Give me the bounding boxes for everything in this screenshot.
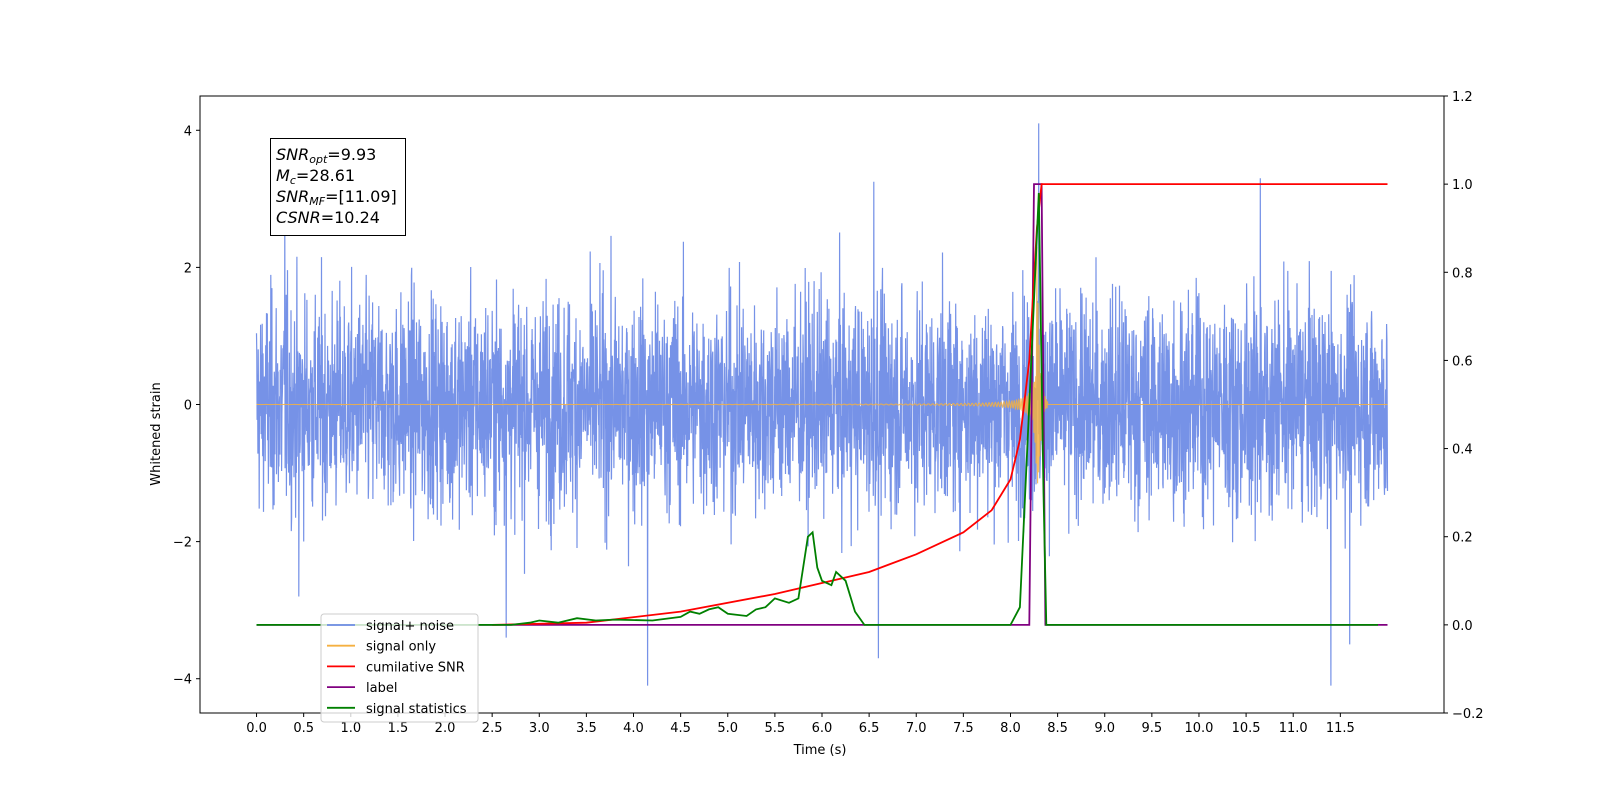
y2-tick-label: 0.4 xyxy=(1452,443,1473,458)
legend-label: signal+ noise xyxy=(366,619,454,634)
y-tick-label: 2 xyxy=(184,261,192,276)
metrics-annotation-box: SNRopt=9.93 Mc=28.61 SNRMF=[11.09] CSNR=… xyxy=(270,138,406,236)
y-tick-label: −2 xyxy=(173,536,192,551)
x-axis-ticks: 0.0 0.5 1.0 1.5 2.0 2.5 3.0 3.5 4.0 4.5 5.0 5.5 6.0 6… xyxy=(246,713,1355,736)
x-tick-label: 4.0 xyxy=(623,721,644,736)
x-tick-label: 0.5 xyxy=(293,721,314,736)
x-axis-label: Time (s) xyxy=(793,743,847,758)
y-tick-label: 4 xyxy=(184,124,192,139)
x-tick-label: 6.0 xyxy=(812,721,833,736)
legend-label: signal only xyxy=(366,640,436,655)
y2-tick-label: 0.8 xyxy=(1452,266,1473,281)
legend-frame xyxy=(320,613,479,723)
x-tick-label: 10.0 xyxy=(1184,721,1213,736)
legend-label: signal statistics xyxy=(366,702,467,717)
right-axis-series xyxy=(256,183,1388,626)
csnr-annotation: CSNR=10.24 xyxy=(276,208,380,227)
y2-axis-ticks: 1.2 1.0 0.8 0.6 0.4 0.2 0.0 −0.2 xyxy=(1444,90,1484,722)
y2-tick-label: 0.6 xyxy=(1452,354,1473,369)
x-tick-label: 3.0 xyxy=(529,721,550,736)
signal-statistics-line xyxy=(256,192,1378,626)
x-tick-label: 4.5 xyxy=(670,721,691,736)
x-tick-label: 6.5 xyxy=(859,721,880,736)
x-tick-label: 1.0 xyxy=(340,721,361,736)
legend-label: label xyxy=(366,681,397,696)
x-tick-label: 11.0 xyxy=(1279,721,1308,736)
y-axis-label: Whitened strain xyxy=(149,382,164,485)
x-tick-label: 5.5 xyxy=(765,721,786,736)
x-tick-label: 8.5 xyxy=(1047,721,1068,736)
legend: signal+ noise signal only cumilative SNR la… xyxy=(320,613,479,723)
signal-series xyxy=(256,246,1388,484)
x-tick-label: 9.5 xyxy=(1142,721,1163,736)
snr-opt-annotation: SNRopt=9.93 xyxy=(276,145,377,166)
x-tick-label: 7.5 xyxy=(953,721,974,736)
x-tick-label: 8.0 xyxy=(1000,721,1021,736)
chirp-mass-annotation: Mc=28.61 xyxy=(276,166,356,187)
y2-tick-label: 1.2 xyxy=(1452,90,1473,105)
y-tick-label: 0 xyxy=(184,399,192,414)
x-tick-label: 10.5 xyxy=(1232,721,1261,736)
x-tick-label: 9.0 xyxy=(1094,721,1115,736)
x-tick-label: 2.0 xyxy=(435,721,456,736)
signal-only-line xyxy=(256,246,1388,484)
y2-tick-label: 0.0 xyxy=(1452,619,1473,634)
x-tick-label: 2.5 xyxy=(482,721,503,736)
noise-series xyxy=(255,123,1389,686)
y2-tick-label: 1.0 xyxy=(1452,178,1473,193)
x-tick-label: 0.0 xyxy=(246,721,267,736)
y-tick-label: −4 xyxy=(173,673,192,688)
x-tick-label: 3.5 xyxy=(576,721,597,736)
snr-mf-annotation: SNRMF=[11.09] xyxy=(276,187,397,208)
y2-tick-label: 0.2 xyxy=(1452,531,1473,546)
legend-label: cumilative SNR xyxy=(366,660,465,675)
y2-tick-label: −0.2 xyxy=(1452,707,1484,722)
x-tick-label: 5.0 xyxy=(717,721,738,736)
x-tick-label: 1.5 xyxy=(388,721,409,736)
x-tick-label: 11.5 xyxy=(1326,721,1355,736)
y-axis-ticks: 4 2 0 −2 −4 xyxy=(173,124,200,688)
signal-plus-noise-line xyxy=(255,123,1389,686)
x-tick-label: 7.0 xyxy=(906,721,927,736)
